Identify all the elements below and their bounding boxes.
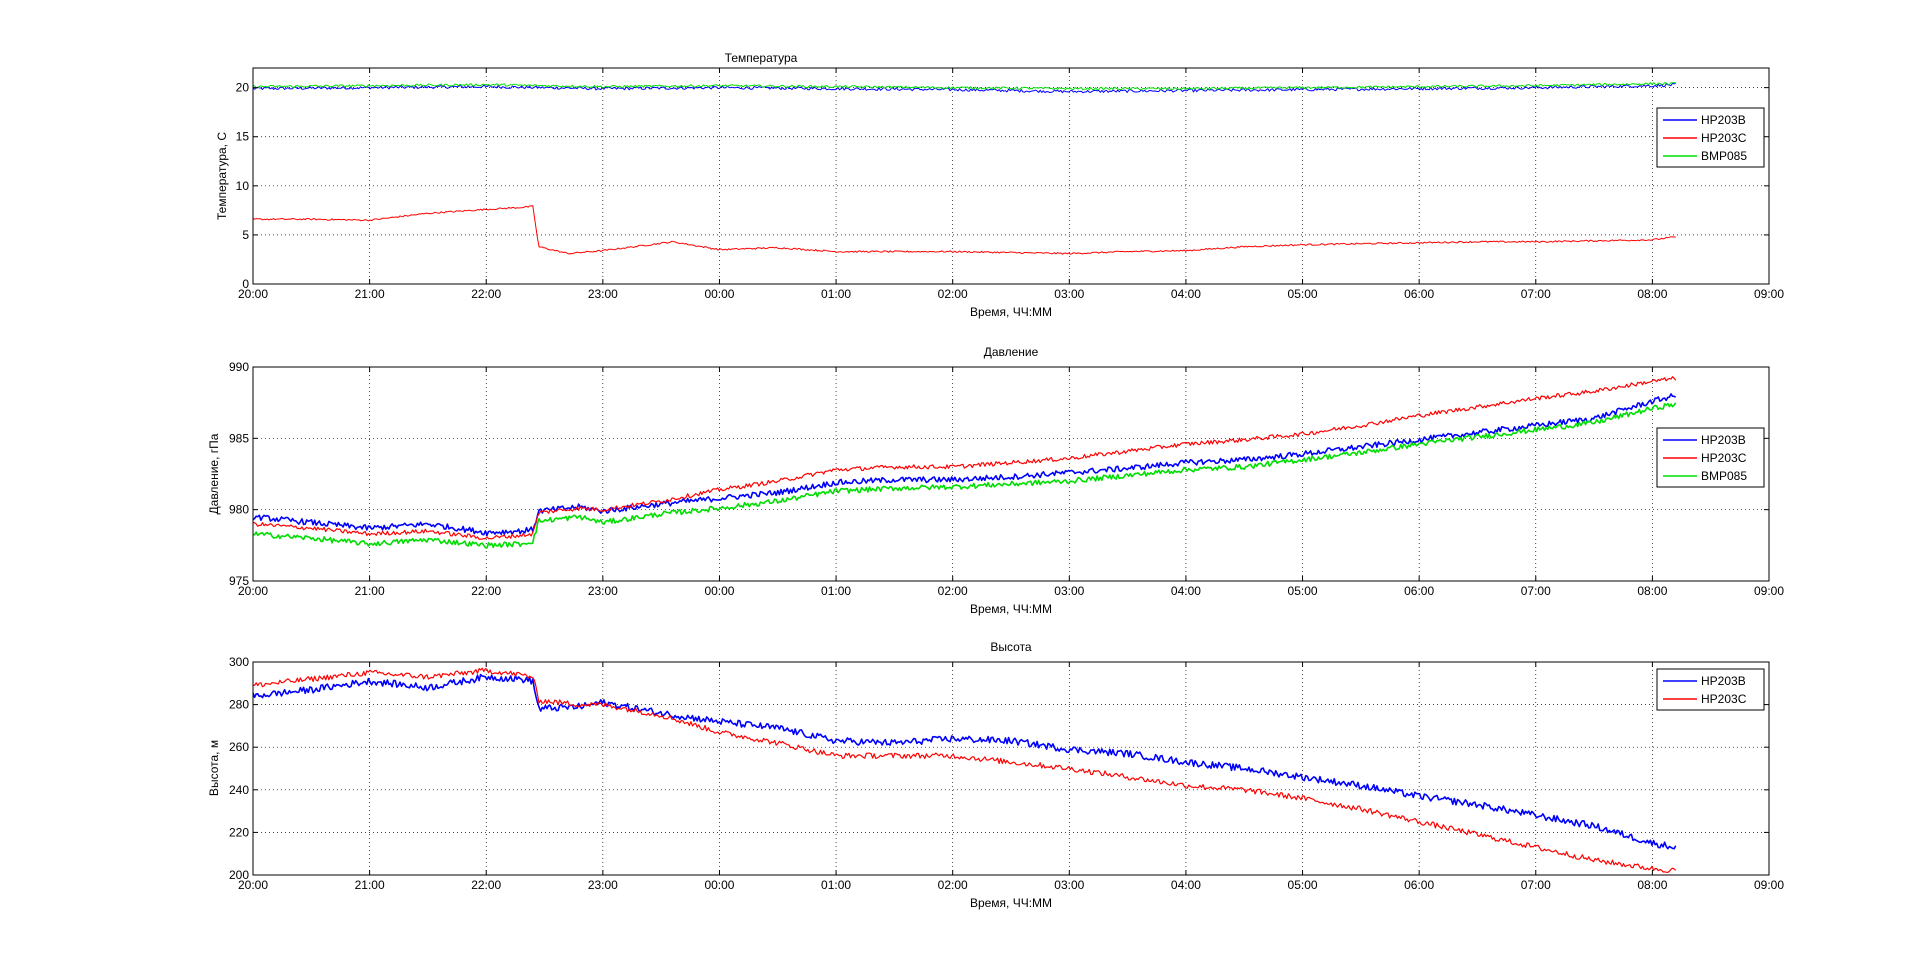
pressure-chart-title: Давление: [984, 345, 1039, 359]
temperature-y-tick-label: 10: [236, 179, 250, 193]
pressure-plot-frame: [252, 366, 1770, 582]
legend-label-hp203b: HP203B: [1701, 113, 1746, 127]
pressure-legend: HP203B HP203C BMP085: [1656, 427, 1765, 488]
temperature-x-tick-label: 20:00: [238, 287, 268, 301]
pressure-y-axis-label: Давление, гПа: [207, 433, 221, 514]
altitude-x-tick-label: 09:00: [1754, 878, 1784, 892]
altitude-chart-title: Высота: [990, 640, 1032, 654]
pressure-chart: Давление 20:00 21:00 22:00 23:00 00:00 01:00 0…: [207, 345, 1784, 616]
altitude-chart: Высота 20:00 21:00 22:00 23:00 00:00 01:00 02:…: [207, 640, 1784, 910]
legend-label-hp203c: HP203C: [1701, 451, 1747, 465]
altitude-legend: HP203B HP203C: [1656, 668, 1765, 711]
temperature-y-tick-label: 20: [236, 81, 250, 95]
temperature-x-tick-label: 07:00: [1521, 287, 1551, 301]
altitude-plot-frame: [252, 661, 1770, 876]
altitude-x-tick-label: 02:00: [938, 878, 968, 892]
pressure-x-tick-label: 20:00: [238, 584, 268, 598]
altitude-y-axis-label: Высота, м: [207, 740, 221, 796]
altitude-x-tick-label: 04:00: [1171, 878, 1201, 892]
temperature-series: [252, 82, 1676, 255]
pressure-x-tick-label: 04:00: [1171, 584, 1201, 598]
altitude-x-tick-label: 08:00: [1637, 878, 1667, 892]
altitude-grid: [253, 662, 1769, 875]
pressure-x-tick-label: 00:00: [704, 584, 734, 598]
altitude-y-tick-label: 260: [229, 740, 249, 754]
temperature-x-tick-label: 21:00: [355, 287, 385, 301]
altitude-series-hp203c: [252, 667, 1677, 873]
temperature-x-tick-label: 01:00: [821, 287, 851, 301]
temperature-legend: HP203B HP203C BMP085: [1656, 107, 1765, 168]
altitude-y-tick-label: 220: [229, 825, 249, 839]
temperature-x-tick-label: 09:00: [1754, 287, 1784, 301]
pressure-ticks: 20:00 21:00 22:00 23:00 00:00 01:00 02:00 03:00…: [229, 360, 1784, 598]
pressure-series-hp203b: [252, 393, 1677, 537]
temperature-x-axis-label: Время, ЧЧ:ММ: [970, 305, 1052, 319]
temperature-x-tick-label: 08:00: [1637, 287, 1667, 301]
pressure-x-tick-label: 02:00: [938, 584, 968, 598]
temperature-x-tick-label: 04:00: [1171, 287, 1201, 301]
pressure-x-tick-label: 22:00: [471, 584, 501, 598]
temperature-series-bmp085: [252, 82, 1676, 91]
pressure-x-axis-label: Время, ЧЧ:ММ: [970, 602, 1052, 616]
temperature-x-tick-label: 03:00: [1054, 287, 1084, 301]
temperature-y-axis-label: Температура, C: [215, 132, 229, 220]
altitude-x-tick-label: 07:00: [1521, 878, 1551, 892]
altitude-x-tick-label: 05:00: [1288, 878, 1318, 892]
altitude-x-tick-label: 20:00: [238, 878, 268, 892]
temperature-chart: Температура 20:00 21:00 22:00 23:00 00:00 01:…: [215, 51, 1784, 319]
temperature-x-tick-label: 00:00: [704, 287, 734, 301]
pressure-x-tick-label: 09:00: [1754, 584, 1784, 598]
temperature-x-tick-label: 22:00: [471, 287, 501, 301]
altitude-series: [252, 667, 1677, 873]
pressure-series-hp203c: [252, 376, 1677, 540]
pressure-series: [252, 376, 1677, 549]
legend-label-bmp085: BMP085: [1701, 469, 1747, 483]
temperature-chart-title: Температура: [725, 51, 798, 65]
pressure-x-tick-label: 03:00: [1054, 584, 1084, 598]
pressure-y-tick-label: 980: [229, 503, 249, 517]
altitude-y-tick-label: 280: [229, 698, 249, 712]
temperature-x-tick-label: 23:00: [588, 287, 618, 301]
temperature-x-tick-label: 05:00: [1288, 287, 1318, 301]
legend-label-hp203c: HP203C: [1701, 131, 1747, 145]
altitude-x-tick-label: 01:00: [821, 878, 851, 892]
altitude-x-tick-label: 06:00: [1404, 878, 1434, 892]
altitude-y-tick-label: 200: [229, 868, 249, 882]
pressure-y-tick-label: 975: [229, 574, 249, 588]
temperature-plot-frame: [252, 67, 1770, 285]
legend-label-bmp085: BMP085: [1701, 149, 1747, 163]
altitude-series-hp203b: [252, 673, 1677, 850]
legend-label-hp203c: HP203C: [1701, 692, 1747, 706]
altitude-x-tick-label: 03:00: [1054, 878, 1084, 892]
pressure-y-tick-label: 985: [229, 431, 249, 445]
altitude-x-tick-label: 23:00: [588, 878, 618, 892]
temperature-ticks: 20:00 21:00 22:00 23:00 00:00 01:00 02:00 03:00…: [236, 68, 1784, 301]
altitude-x-axis-label: Время, ЧЧ:ММ: [970, 896, 1052, 910]
temperature-y-tick-label: 0: [242, 277, 249, 291]
pressure-x-tick-label: 23:00: [588, 584, 618, 598]
temperature-x-tick-label: 06:00: [1404, 287, 1434, 301]
pressure-x-tick-label: 01:00: [821, 584, 851, 598]
legend-label-hp203b: HP203B: [1701, 433, 1746, 447]
pressure-x-tick-label: 05:00: [1288, 584, 1318, 598]
altitude-y-tick-label: 300: [229, 655, 249, 669]
altitude-x-tick-label: 00:00: [704, 878, 734, 892]
altitude-y-tick-label: 240: [229, 783, 249, 797]
pressure-x-tick-label: 08:00: [1637, 584, 1667, 598]
legend-label-hp203b: HP203B: [1701, 674, 1746, 688]
temperature-x-tick-label: 02:00: [938, 287, 968, 301]
pressure-y-tick-label: 990: [229, 360, 249, 374]
pressure-series-bmp085: [252, 402, 1677, 549]
temperature-y-tick-label: 15: [236, 130, 250, 144]
altitude-ticks: 20:00 21:00 22:00 23:00 00:00 01:00 02:00 03:00…: [229, 655, 1784, 892]
temperature-y-tick-label: 5: [242, 228, 249, 242]
pressure-x-tick-label: 06:00: [1404, 584, 1434, 598]
pressure-x-tick-label: 07:00: [1521, 584, 1551, 598]
altitude-x-tick-label: 22:00: [471, 878, 501, 892]
pressure-x-tick-label: 21:00: [355, 584, 385, 598]
pressure-grid: [253, 367, 1769, 581]
altitude-x-tick-label: 21:00: [355, 878, 385, 892]
temperature-series-hp203c: [252, 205, 1676, 255]
